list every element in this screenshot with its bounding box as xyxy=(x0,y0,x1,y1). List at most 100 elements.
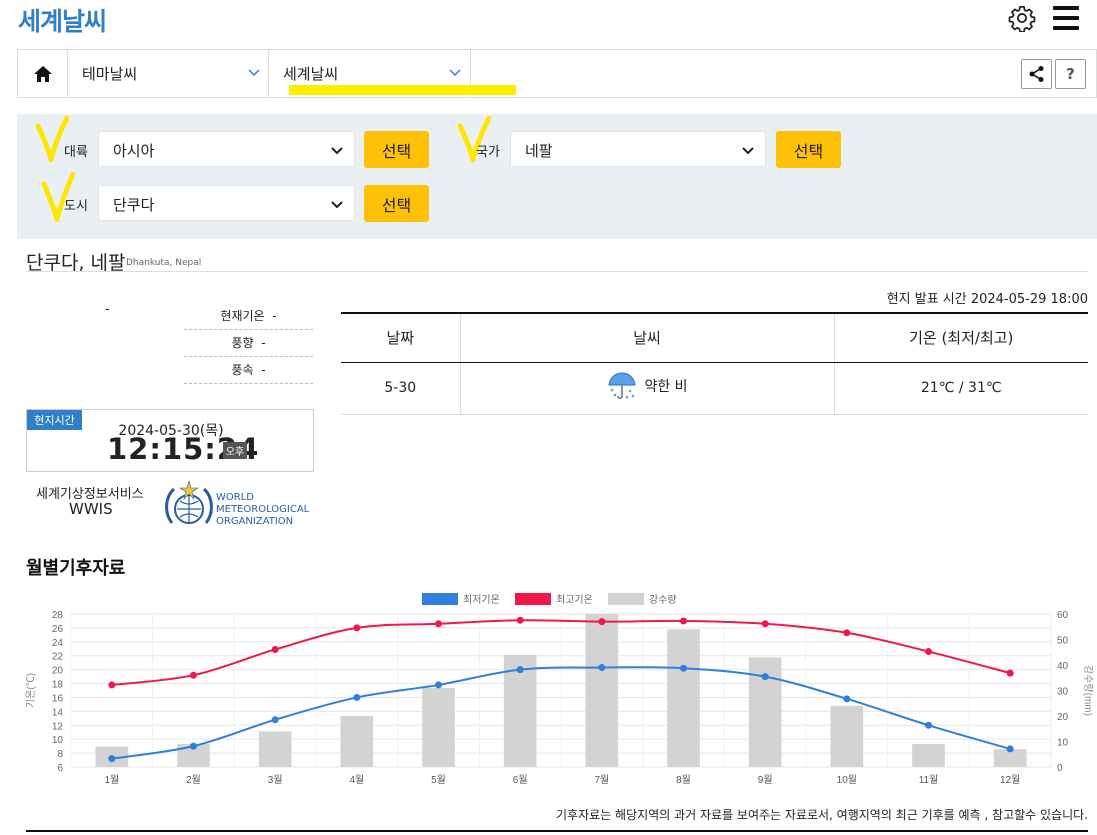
legend-swatch xyxy=(608,593,644,605)
chevron-down-icon xyxy=(331,147,343,155)
city-select[interactable]: 단쿠다 xyxy=(98,185,355,221)
country-value: 네팔 xyxy=(525,142,553,160)
y-tick-label-right: 40 xyxy=(1057,661,1069,672)
y-tick-label-right: 20 xyxy=(1057,712,1069,723)
climate-footnote: 기후자료는 해당지역의 과거 자료를 보여주는 자료로서, 여행지역의 최근 기… xyxy=(556,808,1088,822)
series-point xyxy=(108,755,116,763)
precip-bar xyxy=(422,687,455,767)
series-point xyxy=(435,681,442,689)
x-tick-label: 4월 xyxy=(349,774,364,786)
city-select-button[interactable]: 선택 xyxy=(364,185,429,222)
precip-bar xyxy=(830,705,864,767)
precip-bar xyxy=(258,731,292,767)
climate-chart: 6 8 10 12 14 16 18 20 22 24 26 28 0 10 20 30 40 50 60 기온(℃)… xyxy=(25,593,1094,786)
location-subtitle: Dhankuta, Nepal xyxy=(126,258,202,268)
x-tick-label: 7월 xyxy=(594,774,609,786)
y-tick-label-left: 18 xyxy=(52,680,64,691)
y-tick-label-right: 30 xyxy=(1057,687,1069,698)
legend-label: 최고기온 xyxy=(556,594,593,606)
legend-swatch xyxy=(515,593,551,605)
wmo-line: METEOROLOGICAL xyxy=(216,504,310,515)
row-label: 풍향 xyxy=(231,336,254,350)
cell-date: 5-30 xyxy=(341,362,461,415)
precip-bar xyxy=(993,749,1027,767)
x-tick-label: 12월 xyxy=(1000,774,1020,786)
hamburger-icon[interactable] xyxy=(1053,6,1079,30)
continent-select[interactable]: 아시아 xyxy=(98,131,355,167)
series-point xyxy=(761,673,769,681)
x-tick-label: 10월 xyxy=(837,774,857,786)
legend-label: 최저기온 xyxy=(463,594,500,606)
rain-umbrella-icon xyxy=(608,372,637,400)
x-tick-label: 8월 xyxy=(676,774,691,786)
series-point xyxy=(843,629,851,637)
forecast-table: 날짜 날씨 기온 (최저/최고) 5-30 약한 비 21℃ / 31℃ xyxy=(341,312,1088,415)
series-point xyxy=(598,664,606,672)
header-temp: 기온 (최저/최고) xyxy=(834,312,1088,363)
local-time-badge: 현지시간 xyxy=(27,410,82,430)
precip-bar xyxy=(667,629,700,767)
x-tick-label: 6월 xyxy=(513,774,528,786)
weather-text: 약한 비 xyxy=(644,379,688,395)
wind-speed-row: 풍속 - xyxy=(184,357,313,384)
x-tick-label: 11월 xyxy=(919,774,939,786)
legend-swatch xyxy=(422,593,458,605)
x-tick-label: 1월 xyxy=(104,774,119,786)
highlight-annotation xyxy=(289,85,516,95)
city-value: 단쿠다 xyxy=(113,196,155,214)
series-point xyxy=(1006,669,1014,677)
series-point xyxy=(761,620,769,628)
checkmark-annotation xyxy=(41,172,75,222)
x-tick-label: 2월 xyxy=(186,774,201,786)
continent-select-button[interactable]: 선택 xyxy=(364,131,429,168)
y-tick-label-left: 14 xyxy=(52,707,64,718)
y-tick-label-left: 26 xyxy=(52,624,64,635)
y-tick-label-left: 24 xyxy=(52,638,64,649)
y-tick-label-right: 10 xyxy=(1057,738,1069,749)
publish-time: 현지 발표 시간 2024-05-29 18:00 xyxy=(886,292,1088,307)
row-value: - xyxy=(261,363,266,377)
series-point xyxy=(108,681,116,689)
legend-label: 강수량 xyxy=(649,594,677,606)
gear-icon[interactable] xyxy=(1008,4,1036,32)
series-point xyxy=(925,648,932,656)
local-date: 2024-05-30(목) xyxy=(118,423,224,439)
row-value: - xyxy=(261,336,266,350)
wmo-line: WORLD xyxy=(216,492,254,503)
series-point xyxy=(271,645,279,653)
help-button[interactable]: ? xyxy=(1055,59,1086,89)
chevron-down-icon xyxy=(331,201,343,209)
world-weather-dropdown[interactable]: 세계날씨 xyxy=(269,50,471,97)
row-label: 풍속 xyxy=(231,363,254,377)
row-value: - xyxy=(272,309,277,323)
wmo-logo-icon[interactable] xyxy=(162,479,216,531)
location-title: 단쿠다, 네팔 xyxy=(26,252,126,274)
wmo-text: WORLD METEOROLOGICAL ORGANIZATION xyxy=(216,492,309,528)
cell-weather: 약한 비 xyxy=(460,362,835,415)
y-tick-label-left: 16 xyxy=(52,693,64,704)
app-title[interactable]: 세계날씨 xyxy=(18,7,107,36)
y-tick-label-left: 22 xyxy=(52,652,64,663)
series-line xyxy=(111,666,1011,760)
series-point xyxy=(680,617,687,625)
wwis-label: 세계기상정보서비스 xyxy=(36,487,144,502)
table-header-row: 날짜 날씨 기온 (최저/최고) xyxy=(341,312,1088,363)
country-select[interactable]: 네팔 xyxy=(510,131,766,167)
breadcrumb-nav: 테마날씨 세계날씨 ? xyxy=(17,49,1097,98)
climate-title: 월별기후자료 xyxy=(26,558,126,579)
series-point xyxy=(271,716,279,724)
x-tick-label: 3월 xyxy=(268,774,283,786)
y-tick-label-right: 50 xyxy=(1057,636,1069,647)
country-select-button[interactable]: 선택 xyxy=(776,131,841,168)
theme-weather-dropdown[interactable]: 테마날씨 xyxy=(68,50,269,97)
header-weather: 날씨 xyxy=(460,312,835,363)
series-line xyxy=(111,619,1011,686)
home-icon xyxy=(33,65,52,82)
series-point xyxy=(516,616,524,624)
series-point xyxy=(1006,745,1014,753)
header-date: 날짜 xyxy=(341,312,461,363)
series-point xyxy=(190,742,197,750)
share-button[interactable] xyxy=(1021,59,1052,89)
series-point xyxy=(680,664,687,672)
home-button[interactable] xyxy=(18,50,68,97)
